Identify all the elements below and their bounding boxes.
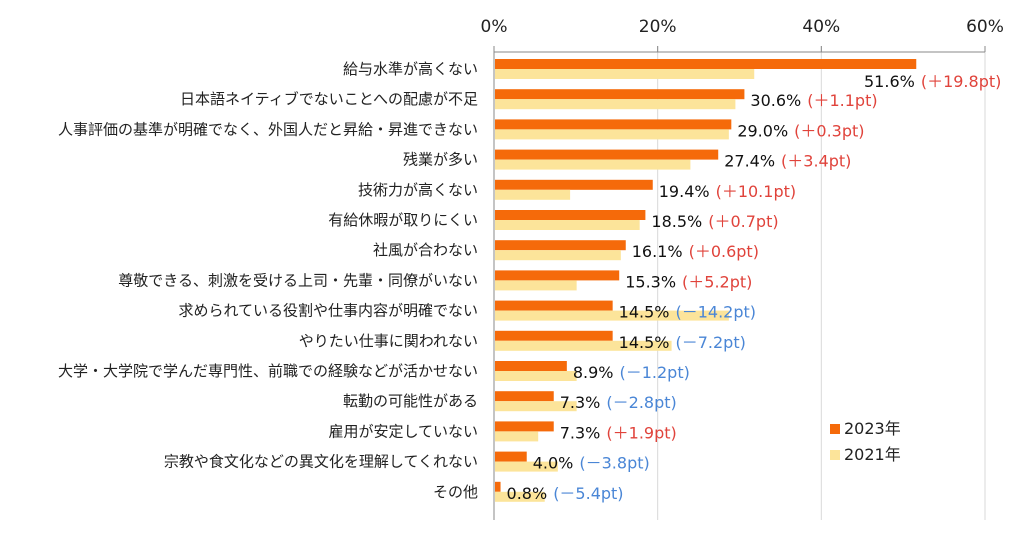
value-label: 51.6% (＋19.8pt) xyxy=(864,72,1001,91)
bar-2023 xyxy=(495,179,653,190)
legend: 2023年 2021年 xyxy=(830,419,901,464)
category-label: 求められている役割や仕事内容が明確でない xyxy=(178,302,478,320)
bar-2023 xyxy=(495,210,646,220)
bar-2021 xyxy=(495,99,736,110)
bar-2021 xyxy=(495,220,640,230)
category-label: 給与水準が高くない xyxy=(343,60,478,78)
diff-label: (－1.2pt) xyxy=(619,363,689,382)
bar-2023 xyxy=(495,149,719,160)
value-label: 14.5% (－14.2pt) xyxy=(619,303,756,322)
value-label: 29.0% (＋0.3pt) xyxy=(737,121,864,140)
x-tick-label: 20% xyxy=(639,17,677,37)
x-axis-ticks: 0% 20% 40% 60% xyxy=(481,17,1004,37)
category-label: 人事評価の基準が明確でなく、外国人だと昇給・昇進できない xyxy=(58,120,478,138)
bar-2021 xyxy=(495,159,691,170)
bar-2021 xyxy=(495,129,729,140)
bar-2023 xyxy=(495,481,501,492)
value-label: 8.9% (－1.2pt) xyxy=(573,363,690,382)
category-label: 技術力が高くない xyxy=(358,181,478,199)
legend-label: 2023年 xyxy=(844,419,901,438)
legend-swatch xyxy=(830,450,840,460)
bar-2023 xyxy=(495,89,745,100)
value-label: 27.4% (＋3.4pt) xyxy=(724,152,851,171)
bar-2021 xyxy=(495,491,545,502)
value-label: 19.4% (＋10.1pt) xyxy=(659,182,796,201)
diff-label: (＋0.7pt) xyxy=(708,212,778,231)
category-label: 転勤の可能性がある xyxy=(343,392,478,410)
bar-2021 xyxy=(495,69,755,79)
diff-label: (＋1.1pt) xyxy=(807,91,877,110)
category-label: 残業が多い xyxy=(403,151,478,169)
diff-label: (＋0.3pt) xyxy=(794,121,864,140)
bar-2023 xyxy=(495,330,613,341)
bar-2023 xyxy=(495,391,554,402)
diff-label: (－3.8pt) xyxy=(579,454,649,473)
value-label: 7.3% (－2.8pt) xyxy=(560,393,677,412)
category-label: 尊敬できる、刺激を受ける上司・先輩・同僚がいない xyxy=(118,271,478,289)
category-label: その他 xyxy=(433,483,478,501)
diff-label: (＋19.8pt) xyxy=(921,72,1002,91)
value-label: 18.5% (＋0.7pt) xyxy=(651,212,778,231)
diff-label: (－7.2pt) xyxy=(675,333,745,352)
bar-2023 xyxy=(495,451,527,462)
bar-2021 xyxy=(495,189,571,200)
x-tick-label: 0% xyxy=(481,17,508,37)
diff-label: (＋5.2pt) xyxy=(682,272,752,291)
bar-2021 xyxy=(495,431,539,442)
bar-2023 xyxy=(495,300,613,311)
diff-label: (－14.2pt) xyxy=(675,303,756,322)
x-tick-label: 60% xyxy=(966,17,1004,37)
diff-label: (＋10.1pt) xyxy=(716,182,797,201)
category-label: 有給休暇が取りにくい xyxy=(328,211,478,229)
diff-label: (＋3.4pt) xyxy=(781,152,851,171)
value-label: 15.3% (＋5.2pt) xyxy=(625,272,752,291)
category-label: 雇用が安定していない xyxy=(328,422,478,440)
diff-label: (－2.8pt) xyxy=(606,393,676,412)
bar-2023 xyxy=(495,270,620,281)
bar-2021 xyxy=(495,280,577,291)
bar-2021 xyxy=(495,461,558,472)
value-label: 7.3% (＋1.9pt) xyxy=(560,423,677,442)
diff-label: (－5.4pt) xyxy=(553,484,623,503)
bar-2023 xyxy=(495,59,917,69)
category-labels: 給与水準が高くない日本語ネイティブでないことへの配慮が不足人事評価の基準が明確で… xyxy=(58,60,478,501)
bar-2021 xyxy=(495,401,577,412)
category-label: 日本語ネイティブでないことへの配慮が不足 xyxy=(180,90,478,108)
category-label: やりたい仕事に関われない xyxy=(299,332,478,350)
value-label: 14.5% (－7.2pt) xyxy=(619,333,746,352)
legend-swatch xyxy=(830,424,840,434)
bar-2021 xyxy=(495,250,621,261)
category-label: 宗教や食文化などの異文化を理解してくれない xyxy=(164,453,478,471)
category-label: 大学・大学院で学んだ専門性、前職での経験などが活かせない xyxy=(58,362,478,380)
legend-label: 2021年 xyxy=(844,445,901,464)
value-label: 0.8% (－5.4pt) xyxy=(507,484,624,503)
value-label: 4.0% (－3.8pt) xyxy=(533,454,650,473)
diff-label: (＋0.6pt) xyxy=(689,242,759,261)
bar-2023 xyxy=(495,421,554,432)
bar-2023 xyxy=(495,240,626,251)
bar-2021 xyxy=(495,310,729,321)
value-labels: 51.6% (＋19.8pt)30.6% (＋1.1pt) 29.0% (＋0.3pt)… xyxy=(507,72,1002,503)
value-label: 30.6% (＋1.1pt) xyxy=(750,91,877,110)
x-tick-label: 40% xyxy=(802,17,840,37)
category-label: 社風が合わない xyxy=(373,241,478,259)
diff-label: (＋1.9pt) xyxy=(606,423,676,442)
bars xyxy=(495,59,917,502)
bar-2021 xyxy=(495,371,577,381)
value-label: 16.1% (＋0.6pt) xyxy=(632,242,759,261)
bar-2023 xyxy=(495,361,567,371)
bar-2021 xyxy=(495,340,672,351)
bar-2023 xyxy=(495,119,732,130)
